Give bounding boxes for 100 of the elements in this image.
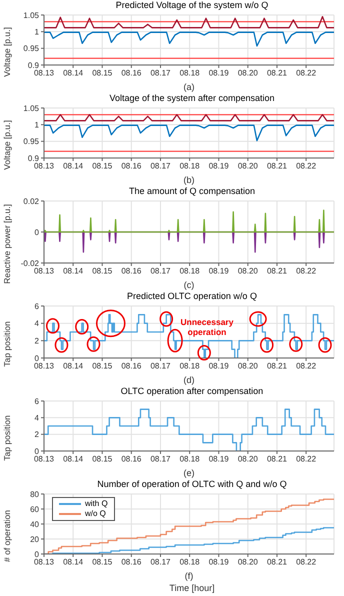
chart-title: Predicted Voltage of the system w/o Q <box>114 0 270 11</box>
x-tick-label: 08.22 <box>296 454 317 464</box>
x-tick-label: 08.21 <box>266 362 288 371</box>
y-axis-title: Tap position <box>2 415 12 461</box>
chart-title: Predicted OLTC operation w/o Q <box>126 291 258 302</box>
legend-label: w/o Q <box>85 509 106 519</box>
chart-title: The amount of Q compensation <box>128 186 256 197</box>
x-tick-label: 08.22 <box>296 558 317 567</box>
x-tick-label: 08.14 <box>63 558 84 567</box>
x-tick-label: 08.20 <box>238 558 258 567</box>
x-tick-label: 08.17 <box>150 362 172 371</box>
y-tick-label: 0 <box>34 446 40 456</box>
x-tick-label: 08.16 <box>121 162 142 171</box>
x-tick-label: 08.20 <box>238 68 258 78</box>
x-tick-label: 08.19 <box>208 362 230 371</box>
y-tick-label: 1.05 <box>23 104 40 113</box>
x-tick-label: 08.19 <box>208 558 230 567</box>
x-tick-label: 08.15 <box>92 362 113 371</box>
x-tick-label: 08.13 <box>34 162 55 171</box>
x-tick-label: 08.16 <box>121 558 142 567</box>
y-tick-label: 4 <box>34 414 40 423</box>
x-tick-label: 08.16 <box>121 454 142 464</box>
x-tick-label: 08.13 <box>34 454 55 464</box>
x-axis-title: (e) <box>184 468 194 478</box>
x-tick-label: 08.17 <box>150 558 172 567</box>
y-tick-label: 80 <box>30 490 40 499</box>
x-axis-title: (d) <box>184 375 194 385</box>
y-tick-label: 1 <box>34 120 40 130</box>
y-tick-label: 0.02 <box>23 196 40 206</box>
chart-title: Number of operation of OLTC with Q and w/o Q <box>96 479 288 490</box>
x-tick-label: 08.22 <box>296 162 317 171</box>
y-axis-title: Tap position <box>2 321 12 367</box>
x-tick-label: 08.20 <box>238 362 258 371</box>
x-tick-label: 08.14 <box>63 68 84 78</box>
x-tick-label: 08.19 <box>208 454 230 464</box>
x-tick-label: 08.21 <box>266 162 288 171</box>
x-tick-label: 08.14 <box>63 162 84 171</box>
y-tick-label: 40 <box>30 520 40 529</box>
y-axis-title: # of operation <box>2 510 12 562</box>
y-tick-label: 0.9 <box>28 154 40 163</box>
x-axis-title: (c) <box>184 280 194 290</box>
x-tick-label: 08.16 <box>121 266 142 276</box>
x-tick-label: 08.20 <box>238 162 258 171</box>
y-tick-label: 0.95 <box>23 137 40 146</box>
x-tick-label: 08.15 <box>92 454 113 464</box>
x-tick-label: 08.15 <box>92 68 113 78</box>
y-axis-title: Reactive power [p.u.] <box>2 204 12 284</box>
x-tick-label: 08.21 <box>266 68 288 78</box>
y-tick-label: 2 <box>34 336 40 346</box>
x-tick-label: 08.15 <box>92 162 113 171</box>
x-tick-label: 08.21 <box>266 266 288 276</box>
x-axis-title: (f) <box>184 571 194 581</box>
x-tick-label: 08.18 <box>180 454 200 464</box>
x-tick-label: 08.18 <box>180 162 200 171</box>
y-tick-label: 4 <box>34 319 40 328</box>
x-tick-label: 08.19 <box>208 266 230 276</box>
chart-title: Voltage of the system after compensation <box>108 93 276 104</box>
x-tick-label: 08.13 <box>34 266 55 276</box>
y-tick-label: 0 <box>34 228 40 237</box>
x-tick-label: 08.20 <box>238 266 258 276</box>
x-tick-label: 08.18 <box>180 558 200 567</box>
text: Time [hour] <box>168 582 216 594</box>
x-tick-label: 08.22 <box>296 266 317 276</box>
x-tick-label: 08.22 <box>296 362 317 371</box>
x-tick-label: 08.16 <box>121 68 142 78</box>
x-tick-label: 08.14 <box>63 266 84 276</box>
y-tick-label: 0 <box>34 550 40 559</box>
legend-label: with Q <box>85 499 108 509</box>
x-tick-label: 08.16 <box>121 362 142 371</box>
x-tick-label: 08.14 <box>63 362 84 371</box>
x-tick-label: 08.19 <box>208 68 230 78</box>
y-tick-label: 6 <box>34 396 40 406</box>
y-tick-label: 60 <box>30 504 40 514</box>
chart-title: OLTC operation after compensation <box>120 386 264 397</box>
y-axis-title: Voltage [p.u.] <box>2 27 12 77</box>
y-axis-title: Voltage [p.u.] <box>2 120 12 170</box>
x-tick-label: 08.17 <box>150 266 172 276</box>
y-tick-label: 1.05 <box>23 10 40 20</box>
x-tick-label: 08.21 <box>266 558 288 567</box>
x-tick-label: 08.13 <box>34 558 55 567</box>
y-tick-label: 20 <box>30 534 40 544</box>
x-tick-label: 08.18 <box>180 362 200 371</box>
x-axis-title: (a) <box>184 82 194 92</box>
y-tick-label: 2 <box>34 430 40 440</box>
x-tick-label: 08.17 <box>150 454 172 464</box>
x-tick-label: 08.13 <box>34 68 55 78</box>
y-tick-label: 0.95 <box>23 44 40 54</box>
x-tick-label: 08.21 <box>266 454 288 464</box>
y-tick-label: 0 <box>34 354 40 363</box>
y-tick-label: 0.9 <box>28 60 40 70</box>
x-tick-label: 08.13 <box>34 362 55 371</box>
x-tick-label: 08.19 <box>208 162 230 171</box>
y-tick-label: 6 <box>34 302 40 311</box>
x-tick-label: 08.18 <box>180 266 200 276</box>
y-tick-label: -0.02 <box>20 258 40 268</box>
x-tick-label: 08.22 <box>296 68 317 78</box>
x-tick-label: 08.17 <box>150 68 172 78</box>
x-axis-title: (b) <box>184 175 194 185</box>
x-tick-label: 08.20 <box>238 454 258 464</box>
x-tick-label: 08.17 <box>150 162 172 171</box>
